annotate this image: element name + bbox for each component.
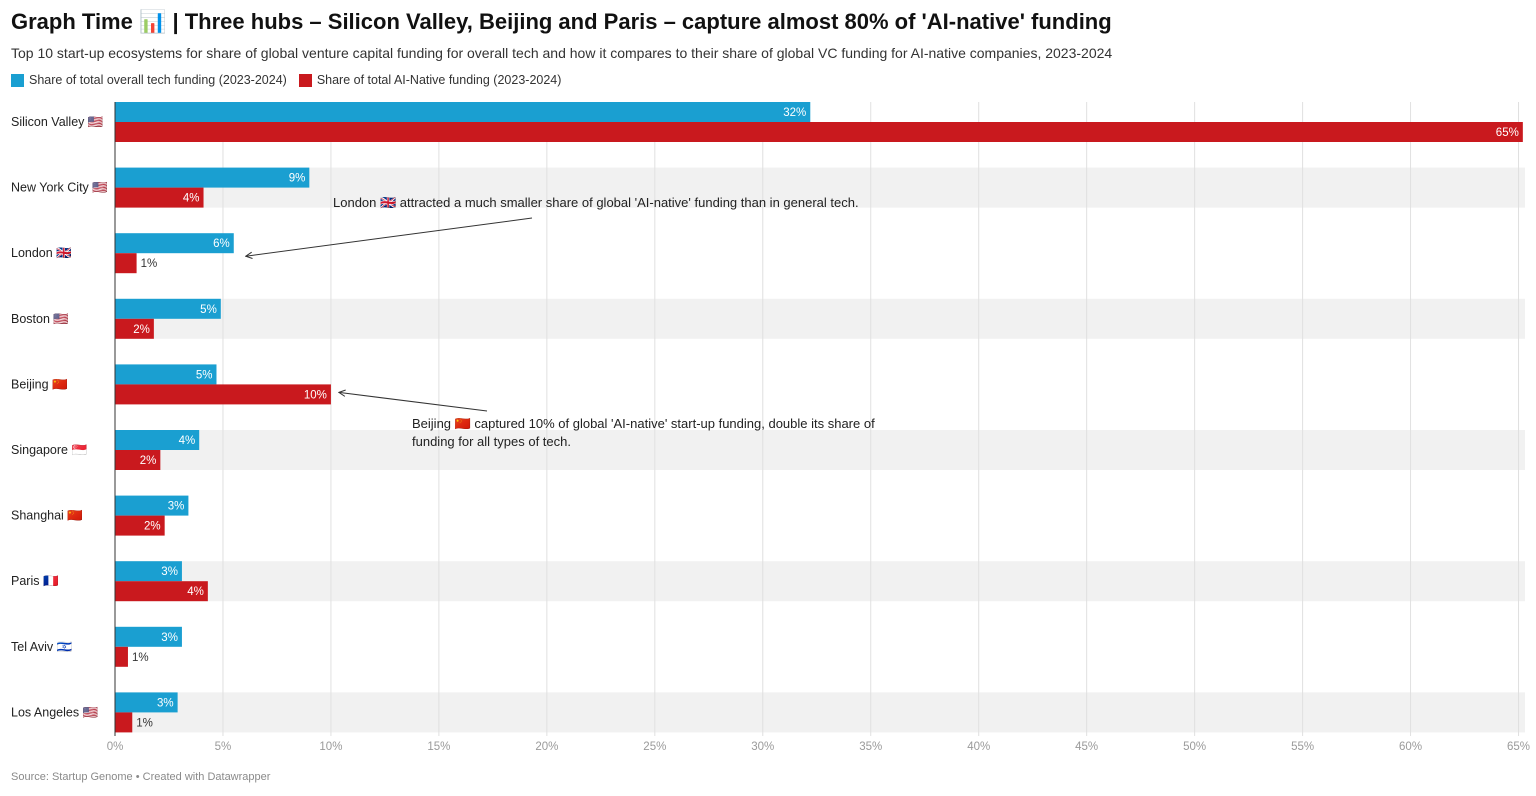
- data-label: 5%: [196, 369, 213, 381]
- data-label: 65%: [1496, 127, 1519, 139]
- data-label: 2%: [144, 521, 161, 533]
- data-label: 3%: [168, 501, 185, 513]
- bar: [115, 233, 234, 254]
- data-label: 10%: [304, 389, 327, 401]
- x-tick-label: 50%: [1183, 741, 1206, 753]
- x-tick-label: 30%: [751, 741, 774, 753]
- data-label: 3%: [161, 632, 178, 644]
- row-band: [115, 561, 1525, 602]
- bar: [115, 626, 182, 647]
- x-tick-label: 65%: [1507, 741, 1530, 753]
- data-label: 5%: [200, 304, 217, 316]
- data-label: 6%: [213, 238, 230, 250]
- bar: [115, 122, 1523, 142]
- x-tick-label: 40%: [967, 741, 990, 753]
- chart-title: Graph Time 📊 | Three hubs – Silicon Vall…: [11, 9, 1112, 34]
- annotation-beijing-line: funding for all types of tech.: [412, 434, 571, 449]
- legend-label-overall-tech: Share of total overall tech funding (202…: [29, 73, 287, 87]
- data-label: 3%: [157, 697, 174, 709]
- data-label: 9%: [289, 173, 306, 185]
- bar: [115, 364, 217, 385]
- data-label: 2%: [133, 324, 150, 336]
- bar: [115, 450, 161, 470]
- bar: [115, 692, 178, 713]
- annotation-arrow-beijing: [339, 392, 488, 412]
- bar: [115, 712, 133, 733]
- bar: [115, 318, 154, 339]
- x-tick-label: 20%: [535, 741, 558, 753]
- bar: [115, 581, 208, 602]
- legend-swatch-overall-tech: [11, 73, 24, 87]
- x-tick-label: 60%: [1399, 741, 1422, 753]
- legend-label-ai-native: Share of total AI-Native funding (2023-2…: [316, 73, 562, 87]
- category-label: Tel Aviv 🇮🇱: [11, 640, 73, 654]
- bar: [115, 561, 182, 582]
- category-label: London 🇬🇧: [11, 246, 72, 260]
- x-tick-label: 5%: [215, 741, 232, 753]
- bar: [115, 515, 165, 536]
- data-label: 4%: [179, 435, 196, 447]
- bar: [115, 102, 811, 122]
- category-label: Beijing 🇨🇳: [11, 377, 68, 391]
- data-label: 3%: [161, 566, 178, 578]
- x-tick-label: 45%: [1075, 741, 1098, 753]
- data-label: 1%: [141, 258, 158, 270]
- data-label: 32%: [783, 107, 806, 119]
- row-band: [115, 298, 1525, 339]
- legend-swatch-ai-native: [298, 73, 312, 87]
- annotation-arrow-london: [246, 217, 533, 256]
- row-band: [115, 692, 1525, 733]
- data-label: 1%: [132, 652, 149, 664]
- x-tick-label: 10%: [319, 741, 342, 753]
- annotation-london: London 🇬🇧 attracted a much smaller share…: [333, 195, 859, 210]
- x-tick-label: 25%: [643, 741, 666, 753]
- row-band: [115, 167, 1525, 208]
- x-tick-label: 35%: [859, 741, 882, 753]
- annotation-beijing-line: Beijing 🇨🇳 captured 10% of global 'AI-na…: [412, 416, 875, 431]
- category-label: Boston 🇺🇸: [11, 312, 69, 326]
- bar: [115, 646, 128, 667]
- bar: [115, 384, 331, 405]
- legend-item-ai-native: Share of total AI-Native funding (2023-2…: [298, 73, 562, 87]
- bar: [115, 430, 200, 450]
- category-label: Silicon Valley 🇺🇸: [11, 115, 104, 129]
- legend: Share of total overall tech funding (202…: [11, 73, 561, 87]
- category-label: Shanghai 🇨🇳: [11, 509, 83, 523]
- row-band: [115, 430, 1525, 470]
- x-tick-label: 55%: [1291, 741, 1314, 753]
- category-label: Los Angeles 🇺🇸: [11, 705, 99, 719]
- data-label: 4%: [187, 586, 204, 598]
- data-label: 4%: [183, 193, 200, 205]
- category-label: New York City 🇺🇸: [11, 181, 108, 195]
- data-label: 1%: [136, 717, 153, 729]
- x-tick-label: 15%: [427, 741, 450, 753]
- x-tick-label: 0%: [107, 741, 124, 753]
- bar: [115, 253, 137, 274]
- category-label: Singapore 🇸🇬: [11, 443, 87, 457]
- chart-subtitle: Top 10 start-up ecosystems for share of …: [11, 45, 1113, 61]
- bar: [115, 167, 310, 188]
- legend-item-overall-tech: Share of total overall tech funding (202…: [11, 73, 287, 87]
- bar: [115, 495, 189, 516]
- bar-chart: Silicon Valley 🇺🇸 32% 65% New York City 🇺🇸 9…: [11, 102, 1530, 753]
- data-label: 2%: [140, 455, 157, 467]
- source-note: Source: Startup Genome • Created with Da…: [11, 771, 271, 783]
- category-label: Paris 🇫🇷: [11, 574, 59, 588]
- bar: [115, 187, 204, 208]
- bar: [115, 298, 221, 319]
